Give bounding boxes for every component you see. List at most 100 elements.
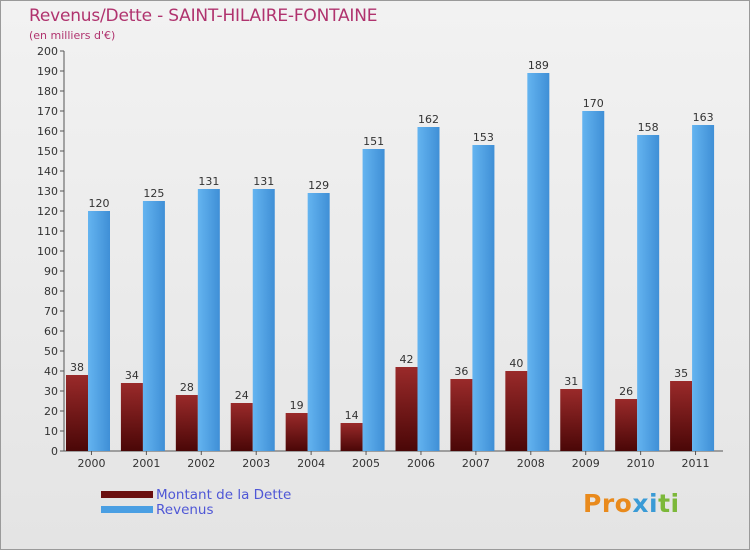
data-label-revenus: 163 — [693, 111, 714, 124]
data-label-debt: 34 — [125, 369, 139, 382]
y-tick-label: 180 — [37, 85, 58, 98]
y-tick-label: 10 — [44, 425, 58, 438]
bar-revenus — [142, 201, 165, 451]
bar-debt — [615, 399, 638, 451]
data-label-revenus: 120 — [89, 197, 110, 210]
bar-revenus — [527, 73, 550, 451]
y-tick-label: 40 — [44, 365, 58, 378]
proxiti-logo: Proxiti — [583, 489, 680, 518]
data-label-revenus: 153 — [473, 131, 494, 144]
y-tick-label: 80 — [44, 285, 58, 298]
labels: 2000 38 120 2001 34 125 2002 28 131 2003 24 131 2004… — [70, 59, 714, 470]
x-tick-label: 2011 — [682, 457, 710, 470]
logo-letter: r — [601, 489, 615, 518]
bar-debt — [395, 367, 418, 451]
data-label-debt: 40 — [509, 357, 523, 370]
bar-revenus — [417, 127, 440, 451]
bar-debt — [230, 403, 253, 451]
data-label-debt: 24 — [235, 389, 249, 402]
y-tick-label: 120 — [37, 205, 58, 218]
logo-letter: x — [632, 489, 649, 518]
legend-swatch-debt — [101, 491, 153, 498]
bar-revenus — [582, 111, 605, 451]
legend-swatch-revenus — [101, 506, 153, 513]
data-label-revenus: 131 — [253, 175, 274, 188]
logo-letter: i — [649, 489, 659, 518]
legend-item-debt: Montant de la Dette — [101, 486, 292, 503]
bar-debt — [340, 423, 363, 451]
bar-revenus — [252, 189, 275, 451]
y-tick-label: 0 — [51, 445, 58, 458]
x-tick-label: 2002 — [187, 457, 215, 470]
data-label-debt: 42 — [400, 353, 414, 366]
bar-revenus — [472, 145, 495, 451]
data-label-debt: 26 — [619, 385, 633, 398]
chart-title: Revenus/Dette - SAINT-HILAIRE-FONTAINE — [29, 6, 378, 26]
x-tick-label: 2000 — [77, 457, 105, 470]
bar-debt — [175, 395, 198, 451]
x-tick-label: 2007 — [462, 457, 490, 470]
data-label-revenus: 158 — [638, 121, 659, 134]
x-tick-label: 2003 — [242, 457, 270, 470]
data-label-debt: 14 — [345, 409, 359, 422]
bar-revenus — [88, 211, 110, 451]
data-label-revenus: 131 — [198, 175, 219, 188]
data-label-revenus: 170 — [583, 97, 604, 110]
y-tick-label: 90 — [44, 265, 58, 278]
x-tick-label: 2005 — [352, 457, 380, 470]
bar-debt — [285, 413, 308, 451]
data-label-debt: 19 — [290, 399, 304, 412]
logo-letter: o — [614, 489, 633, 518]
bar-debt — [505, 371, 528, 451]
legend-label-debt: Montant de la Dette — [156, 486, 292, 503]
bar-revenus — [692, 125, 715, 451]
bar-revenus — [197, 189, 220, 451]
y-tick-label: 190 — [37, 65, 58, 78]
y-tick-label: 200 — [37, 45, 58, 58]
y-tick-label: 20 — [44, 405, 58, 418]
y-tick-label: 110 — [37, 225, 58, 238]
data-label-revenus: 125 — [143, 187, 164, 200]
chart-subtitle: (en milliers d'€) — [29, 29, 116, 42]
bar-debt — [66, 375, 88, 451]
data-label-revenus: 189 — [528, 59, 549, 72]
bar-debt — [670, 381, 693, 451]
logo-letter: t — [658, 489, 671, 518]
legend-item-revenus: Revenus — [101, 501, 291, 518]
legend-label-revenus: Revenus — [156, 501, 214, 518]
data-label-revenus: 129 — [308, 179, 329, 192]
y-tick-label: 30 — [44, 385, 58, 398]
x-tick-label: 2008 — [517, 457, 545, 470]
x-tick-label: 2009 — [572, 457, 600, 470]
y-tick-label: 100 — [37, 245, 58, 258]
y-tick-label: 170 — [37, 105, 58, 118]
x-tick-label: 2010 — [627, 457, 655, 470]
y-tick-label: 140 — [37, 165, 58, 178]
y-tick-label: 50 — [44, 345, 58, 358]
data-label-debt: 36 — [454, 365, 468, 378]
data-label-debt: 38 — [70, 361, 84, 374]
y-tick-label: 130 — [37, 185, 58, 198]
bars — [66, 73, 715, 451]
x-tick-label: 2004 — [297, 457, 325, 470]
bar-revenus — [637, 135, 660, 451]
y-tick-label: 60 — [44, 325, 58, 338]
bar-revenus — [362, 149, 385, 451]
legend: Montant de la Dette Revenus — [101, 486, 292, 518]
data-label-debt: 35 — [674, 367, 688, 380]
data-label-debt: 31 — [564, 375, 578, 388]
bar-debt — [120, 383, 143, 451]
y-tick-label: 150 — [37, 145, 58, 158]
data-label-debt: 28 — [180, 381, 194, 394]
logo-letter: P — [583, 489, 602, 518]
bar-debt — [560, 389, 583, 451]
logo-letter: i — [670, 489, 680, 518]
axes: 0 10 20 30 40 50 60 70 80 90 100 110 120 130 140 150 160… — [37, 45, 723, 458]
bar-revenus — [307, 193, 330, 451]
y-tick-label: 70 — [44, 305, 58, 318]
y-tick-label: 160 — [37, 125, 58, 138]
x-tick-label: 2001 — [132, 457, 160, 470]
data-label-revenus: 162 — [418, 113, 439, 126]
